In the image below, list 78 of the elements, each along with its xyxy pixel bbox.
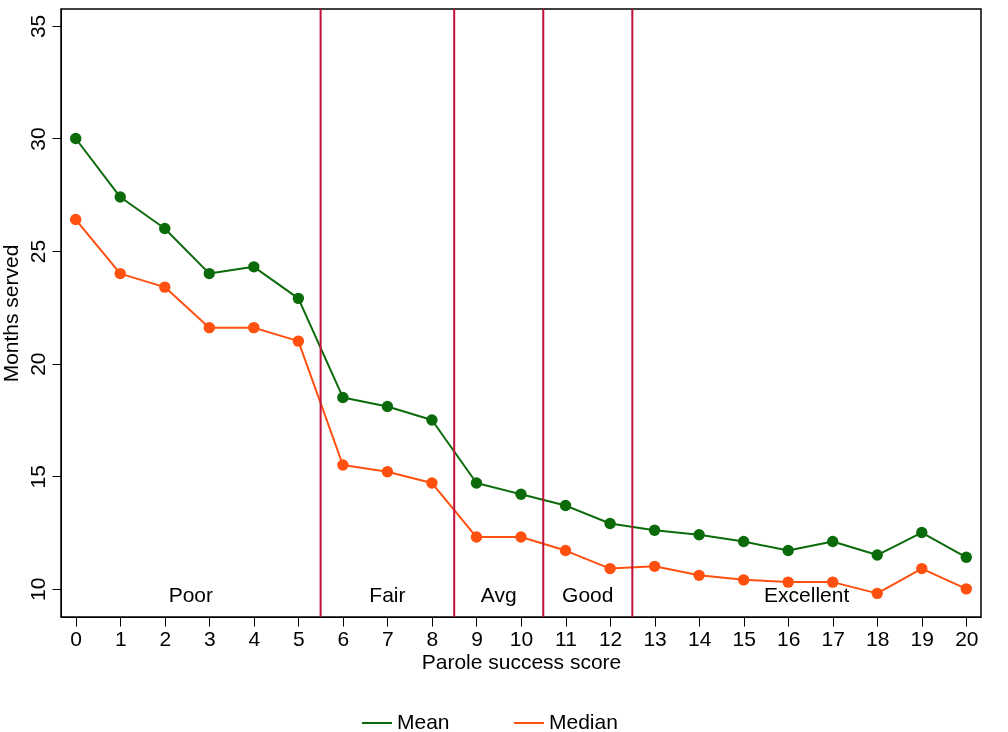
point (69, 213, 82, 226)
annotation: Avg (480, 583, 517, 606)
point (203, 321, 215, 334)
x-tick-label: 18 (866, 626, 890, 650)
x-tick-label: 5 (293, 626, 305, 650)
x-tick-label: 6 (337, 626, 350, 650)
annotation: Excellent (764, 583, 850, 606)
point (114, 267, 126, 280)
y-tick-label: 15 (25, 465, 49, 489)
y-tick-label: 10 (25, 577, 49, 602)
point (737, 535, 750, 548)
point (337, 459, 349, 471)
point (604, 562, 616, 575)
x-tick-label: 16 (777, 626, 801, 650)
legend-label: Median (549, 710, 618, 732)
x-tick-label: 4 (248, 626, 261, 650)
x-tick-label: 0 (70, 626, 83, 650)
x-tick-label: 3 (203, 626, 216, 650)
annotation: Fair (369, 583, 406, 606)
x-tick-label: 17 (821, 626, 845, 650)
x-tick-label: 19 (910, 626, 934, 650)
point (559, 499, 572, 512)
x-tick-label: 1 (114, 626, 127, 650)
point (470, 477, 483, 489)
point (782, 576, 794, 588)
point (69, 132, 82, 145)
x-tick-label: 13 (643, 626, 667, 650)
point (648, 560, 661, 573)
point (559, 544, 572, 557)
point (426, 414, 438, 426)
point (693, 529, 705, 541)
point (292, 335, 305, 347)
x-tick-label: 8 (426, 626, 439, 650)
point (248, 261, 260, 273)
y-axis-title: Months served (0, 244, 22, 383)
point (114, 191, 126, 203)
point (737, 574, 750, 586)
x-tick-label: 15 (732, 626, 756, 650)
x-tick-label: 20 (955, 626, 979, 650)
y-tick-label: 20 (25, 352, 49, 376)
legend-label: Mean (397, 710, 450, 732)
y-tick-label: 30 (25, 127, 49, 151)
point (827, 576, 839, 588)
point (292, 292, 305, 305)
annotation: Good (562, 583, 614, 606)
point (648, 524, 661, 536)
point (248, 321, 260, 334)
x-tick-label: 7 (382, 626, 394, 650)
point (337, 391, 349, 404)
annotation: Poor (168, 583, 213, 606)
point (159, 281, 171, 293)
point (871, 587, 883, 600)
x-tick-label: 11 (555, 626, 577, 650)
point (960, 551, 973, 564)
point (381, 400, 394, 413)
y-tick-label: 35 (25, 14, 49, 39)
point (693, 569, 705, 582)
x-axis-title: Parole success score (421, 649, 622, 673)
x-tick-label: 2 (159, 626, 172, 650)
x-tick-label: 12 (598, 626, 623, 650)
point (515, 488, 527, 500)
y-tick-label: 25 (25, 239, 49, 264)
point (782, 544, 794, 557)
point (426, 477, 438, 489)
point (159, 222, 171, 235)
point (916, 562, 928, 575)
point (515, 531, 527, 543)
point (827, 535, 839, 548)
point (916, 526, 928, 539)
point (960, 583, 973, 595)
x-tick-label: 14 (687, 626, 712, 650)
x-tick-label: 9 (471, 626, 483, 650)
point (203, 267, 215, 280)
point (871, 549, 883, 561)
x-tick-label: 10 (509, 626, 534, 650)
point (604, 517, 616, 530)
point (470, 531, 483, 543)
point (381, 466, 394, 478)
